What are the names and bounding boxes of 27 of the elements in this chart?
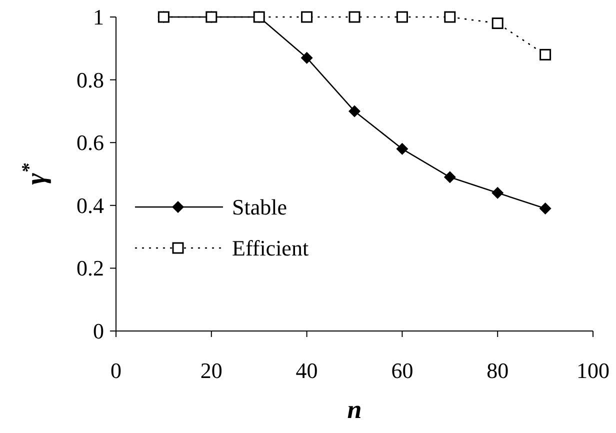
y-tick-label: 0.4 (76, 192, 104, 218)
point (540, 48, 552, 60)
legend-label: Efficient (232, 236, 309, 260)
x-tick-label: 0 (110, 358, 122, 383)
point (492, 186, 504, 199)
y-tick-label: 0.2 (76, 256, 104, 281)
point (396, 11, 408, 23)
point (492, 18, 504, 30)
point (444, 171, 456, 184)
point (539, 202, 552, 215)
point (444, 11, 456, 23)
y-tick-label: 0.6 (76, 130, 104, 156)
y-tick-label: 0 (93, 318, 104, 344)
legend-label: Stable (232, 194, 287, 220)
y-tick-label: 1 (93, 4, 104, 30)
x-tick-label: 80 (486, 358, 509, 383)
point (348, 105, 360, 118)
x-tick-label: 40 (296, 358, 318, 383)
point (300, 52, 313, 64)
point (301, 11, 313, 23)
point (348, 11, 360, 23)
x-tick-label: 20 (200, 358, 222, 383)
point (396, 142, 408, 155)
y-tick-label: 0.8 (76, 67, 104, 92)
x-tick-label: 100 (576, 358, 610, 383)
x-axis-title: n (347, 395, 362, 424)
x-tick-label: 60 (391, 358, 414, 383)
